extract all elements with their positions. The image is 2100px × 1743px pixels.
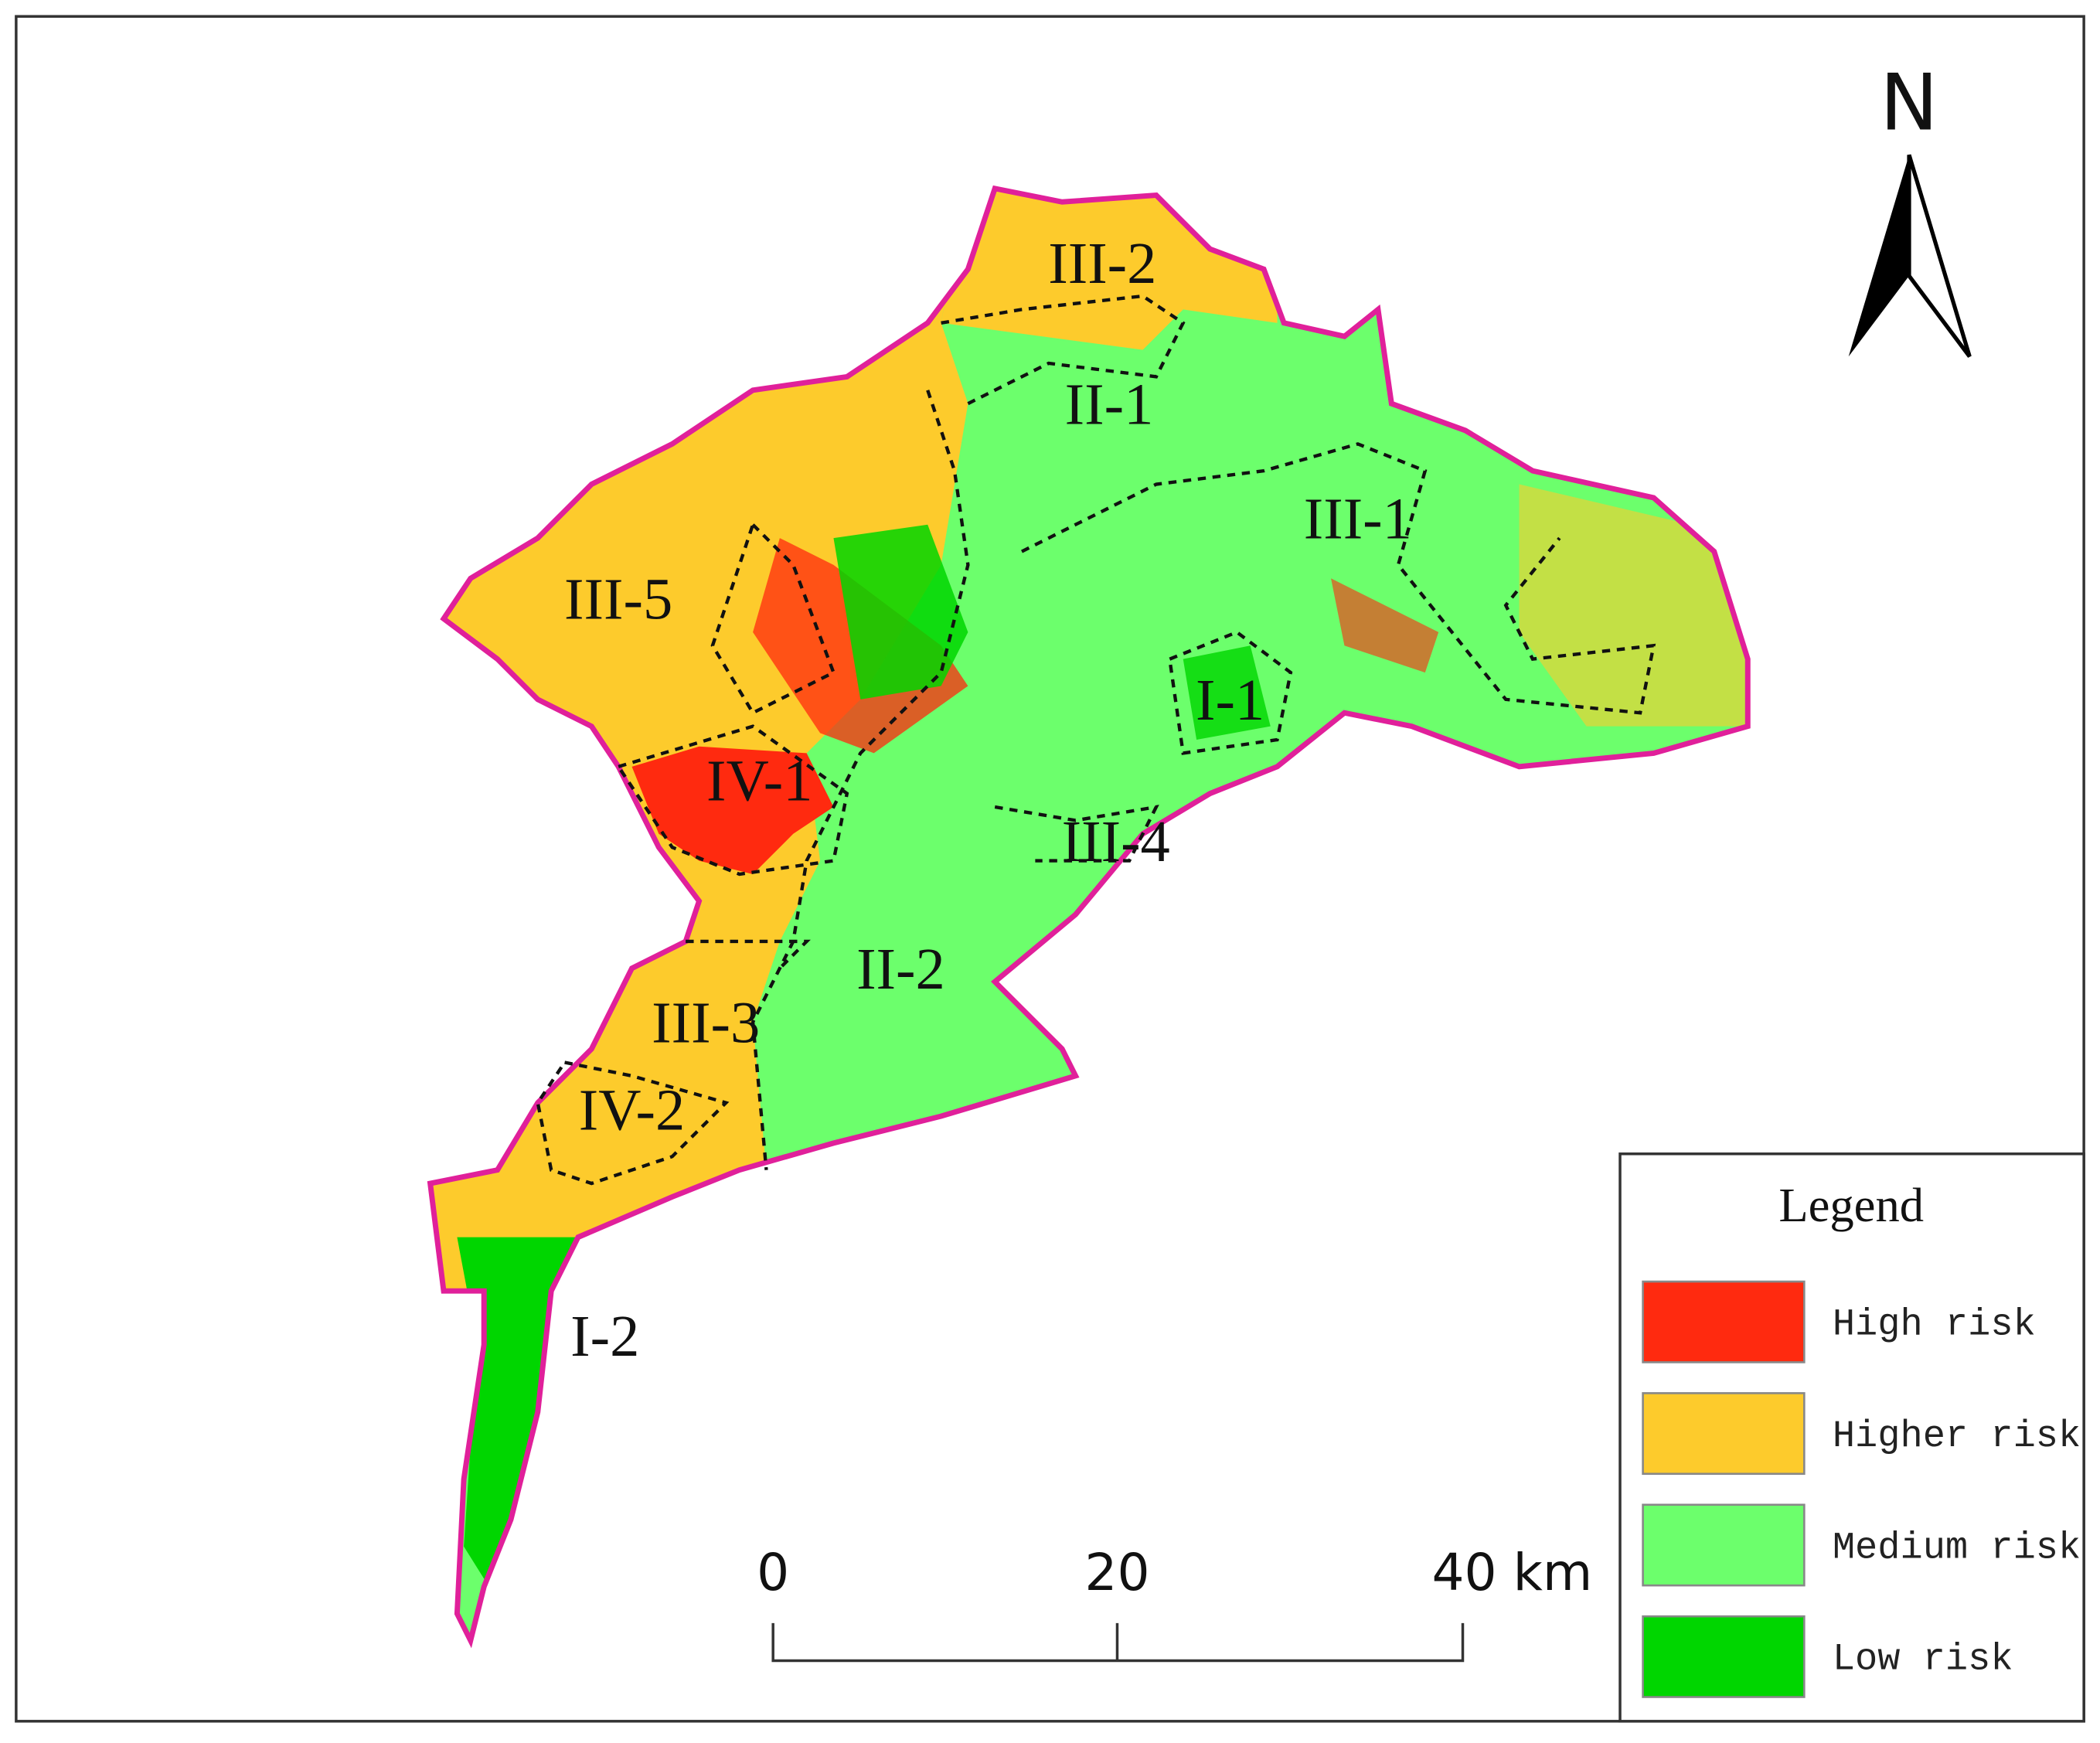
- higher-risk-area: [1519, 484, 1748, 727]
- legend-swatch: [1642, 1503, 1806, 1587]
- zone-label: IV-2: [579, 1077, 685, 1143]
- zone-label: III-4: [1062, 809, 1170, 874]
- legend-label: Higher risk: [1833, 1414, 2081, 1458]
- low-risk-area: [833, 524, 968, 700]
- zone-label: II-1: [1065, 371, 1154, 437]
- legend: Legend High risk Higher risk Medium risk Lo…: [1618, 1152, 2085, 1723]
- legend-label: High risk: [1833, 1303, 2036, 1346]
- legend-title: Legend: [1778, 1178, 1924, 1232]
- north-arrow: N: [1848, 56, 1972, 358]
- north-arrow-right: [1907, 154, 1972, 358]
- zone-label: I-2: [570, 1303, 639, 1369]
- scale-label: 0: [757, 1543, 789, 1602]
- zone-label: I-1: [1196, 667, 1264, 733]
- north-label: N: [1880, 56, 1938, 148]
- legend-swatch: [1642, 1280, 1806, 1363]
- zone-label: IV-1: [706, 747, 812, 813]
- zone-label: III-5: [564, 567, 672, 632]
- scale-label: 40 km: [1432, 1543, 1593, 1602]
- scale-label: 20: [1084, 1543, 1149, 1602]
- zone-boundaries: [536, 294, 1656, 1186]
- zone-label: III-3: [652, 990, 760, 1056]
- scale-bar-line: [771, 1622, 1465, 1663]
- legend-swatch: [1642, 1392, 1806, 1476]
- zone-label: III-2: [1048, 230, 1156, 296]
- high-risk-area: [1331, 578, 1439, 673]
- legend-label: Medium risk: [1833, 1526, 2081, 1569]
- zone-label: III-1: [1304, 485, 1412, 551]
- high-risk-area: [631, 746, 834, 874]
- north-arrow-left: [1848, 155, 1909, 357]
- legend-swatch: [1642, 1615, 1806, 1698]
- scale-bar: 0 20 40 km: [757, 1543, 1593, 1663]
- low-risk-area: [1183, 645, 1271, 740]
- legend-label: Low risk: [1833, 1638, 2013, 1681]
- zone-label: II-2: [856, 936, 945, 1002]
- zone-labels: III-2 II-1 III-1 III-5 I-1 IV-1 III-4 II-2 III-3…: [564, 230, 1412, 1369]
